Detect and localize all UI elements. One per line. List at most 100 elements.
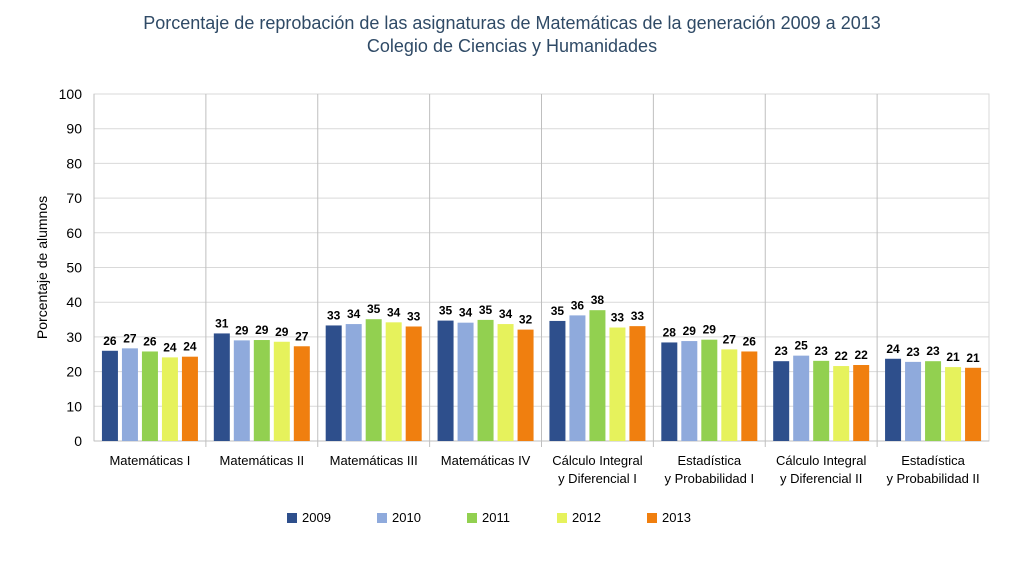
bar-2009 — [773, 361, 790, 441]
legend-item-2010: 2010 — [377, 510, 467, 525]
x-category-label: y Diferencial II — [780, 471, 862, 486]
legend-label: 2009 — [302, 510, 331, 525]
chart-title: Porcentaje de reprobación de las asignat… — [143, 13, 881, 33]
legend-swatch — [647, 512, 657, 523]
y-tick-label: 40 — [66, 294, 82, 310]
data-label: 23 — [906, 345, 920, 359]
data-label: 21 — [966, 351, 980, 365]
legend-label: 2013 — [662, 510, 691, 525]
bar-2013 — [965, 367, 982, 441]
legend-label: 2010 — [392, 510, 421, 525]
legend-swatch — [557, 512, 567, 523]
bar-2011 — [365, 319, 382, 441]
x-category-label: Matemáticas III — [330, 453, 418, 468]
bar-2012 — [945, 367, 962, 441]
data-label: 33 — [611, 311, 625, 325]
data-label: 34 — [459, 306, 473, 320]
bar-2010 — [345, 324, 362, 441]
data-label: 21 — [946, 350, 960, 364]
data-label: 34 — [387, 305, 401, 319]
data-label: 22 — [835, 349, 849, 363]
bar-2009 — [437, 320, 454, 441]
data-label: 35 — [551, 304, 565, 318]
data-label: 23 — [815, 344, 829, 358]
data-label: 26 — [143, 334, 157, 348]
bar-2011 — [925, 361, 942, 441]
x-category-label: Cálculo Integral — [552, 453, 642, 468]
y-tick-label: 70 — [66, 190, 82, 206]
bar-2010 — [793, 355, 810, 441]
bar-2009 — [885, 358, 902, 441]
bar-2011 — [477, 319, 494, 441]
bar-2013 — [181, 356, 198, 441]
data-label: 36 — [571, 298, 585, 312]
data-label: 25 — [795, 339, 809, 353]
data-label: 34 — [499, 307, 513, 321]
data-label: 29 — [703, 323, 717, 337]
legend-item-2009: 2009 — [287, 510, 377, 525]
legend-swatch — [377, 512, 387, 523]
data-label: 32 — [519, 313, 533, 327]
data-label: 33 — [407, 309, 421, 323]
bar-2012 — [273, 341, 290, 441]
bar-2013 — [517, 329, 534, 441]
data-label: 22 — [855, 348, 869, 362]
bar-2010 — [457, 322, 474, 441]
data-label: 31 — [215, 316, 229, 330]
bar-2012 — [497, 324, 514, 441]
x-category-label: y Probabilidad II — [886, 471, 979, 486]
bar-2011 — [813, 360, 830, 441]
legend-label: 2012 — [572, 510, 601, 525]
legend-swatch — [467, 512, 477, 523]
bar-2013 — [293, 346, 310, 441]
data-label: 24 — [886, 342, 900, 356]
bar-2012 — [385, 322, 402, 441]
x-category-label: Cálculo Integral — [776, 453, 866, 468]
bar-2011 — [253, 340, 270, 441]
data-label: 24 — [183, 340, 197, 354]
data-label: 29 — [683, 324, 697, 338]
data-label: 33 — [631, 309, 645, 323]
data-label: 35 — [439, 304, 453, 318]
bar-2009 — [213, 333, 230, 441]
y-tick-label: 10 — [66, 398, 82, 414]
x-category-label: y Diferencial I — [558, 471, 637, 486]
data-label: 26 — [743, 334, 757, 348]
legend-swatch — [287, 512, 297, 523]
chart-subtitle: Colegio de Ciencias y Humanidades — [366, 36, 658, 56]
y-tick-label: 60 — [66, 225, 82, 241]
data-label: 27 — [123, 331, 137, 345]
bar-2009 — [101, 350, 118, 441]
x-category-label: Estadística — [678, 453, 742, 468]
bar-2009 — [661, 342, 678, 441]
y-tick-label: 30 — [66, 329, 82, 345]
y-tick-label: 0 — [74, 433, 82, 449]
x-category-label: Estadística — [901, 453, 965, 468]
bar-2009 — [549, 320, 566, 441]
data-label: 35 — [479, 303, 493, 317]
x-category-label: y Probabilidad I — [665, 471, 755, 486]
bar-2013 — [405, 326, 422, 441]
data-label: 23 — [775, 344, 789, 358]
data-label: 28 — [663, 325, 677, 339]
x-category-label: Matemáticas I — [109, 453, 190, 468]
data-label: 29 — [235, 323, 249, 337]
x-category-label: Matemáticas II — [220, 453, 305, 468]
y-axis-title: Porcentaje de alumnos — [34, 196, 50, 339]
legend-item-2013: 2013 — [647, 510, 737, 525]
y-tick-label: 90 — [66, 121, 82, 137]
bar-2010 — [233, 340, 250, 441]
bar-2009 — [325, 325, 342, 441]
bar-2012 — [161, 357, 178, 441]
bar-2011 — [141, 351, 158, 441]
data-label: 38 — [591, 293, 605, 307]
bar-2013 — [741, 351, 758, 441]
data-label: 27 — [295, 329, 309, 343]
y-tick-label: 80 — [66, 155, 82, 171]
data-label: 33 — [327, 308, 341, 322]
bar-2012 — [721, 349, 738, 441]
x-category-label: Matemáticas IV — [441, 453, 531, 468]
legend-item-2012: 2012 — [557, 510, 647, 525]
bar-2012 — [833, 366, 850, 441]
